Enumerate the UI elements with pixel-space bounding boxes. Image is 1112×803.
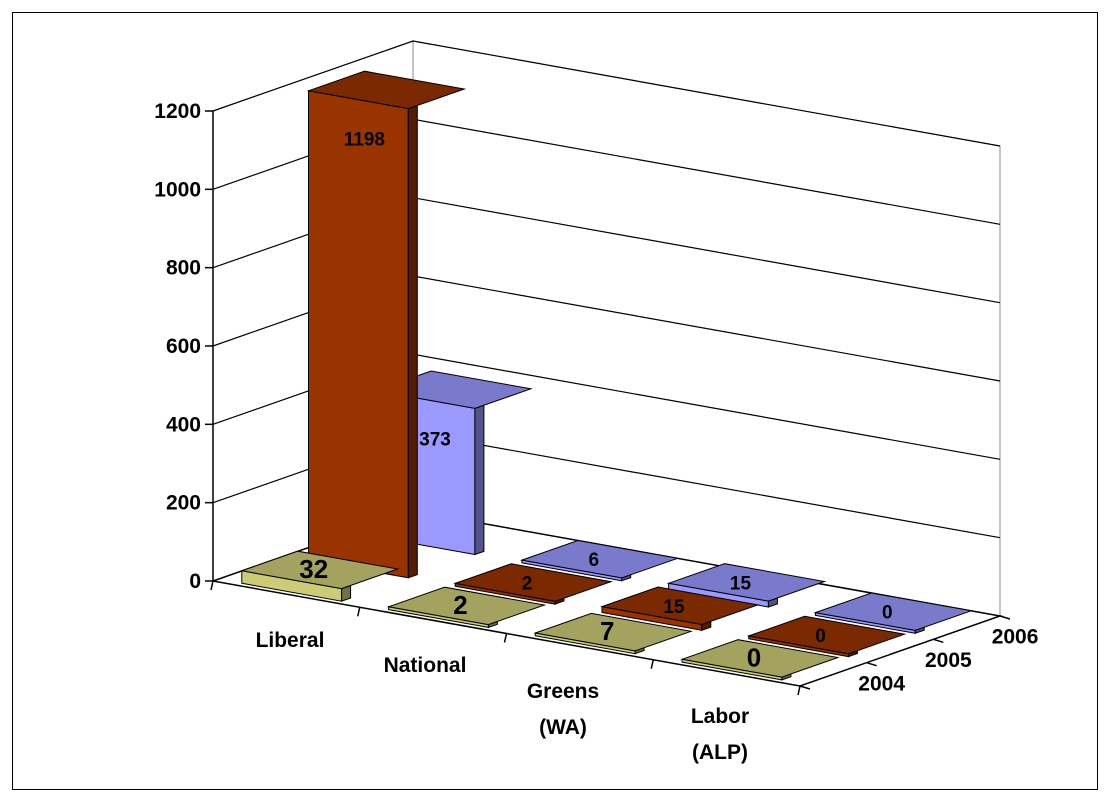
category-label: (ALP) [692,741,748,764]
value-axis-tick-label: 1000 [154,178,201,201]
bar-top-2005-liberal [306,70,467,110]
series-label-2006: 2006 [992,626,1039,649]
data-label-2006-greens-wa: 15 [730,573,752,594]
data-label-2006-labor-alp: 0 [882,603,893,624]
bar-top-2005-labor-alp [746,615,907,655]
data-label-2004-national: 2 [453,590,467,620]
category-axis-tick [357,607,361,617]
bar-top-2004-liberal [239,550,400,590]
bar-side-2006-liberal [474,404,485,556]
bar-top-2005-greens-wa [600,586,760,626]
data-label-2005-labor-alp: 0 [815,626,826,647]
data-label-2004-greens-wa: 7 [600,616,614,646]
category-axis-tick [503,633,508,643]
bar-top-2005-national [453,563,613,602]
series-axis-tick [933,638,944,644]
value-axis-tick-label: 200 [166,492,201,515]
category-label: (WA) [539,716,587,739]
category-axis-tick [210,580,214,591]
gridline [212,40,1001,147]
value-axis-tick-label: 800 [166,257,201,280]
bar-top-2004-labor-alp [680,639,840,678]
category-label: Greens [527,680,599,703]
value-axis-tick-label: 1200 [154,100,201,123]
bar-side-2005-liberal [407,104,418,579]
category-label: National [384,654,467,677]
series-axis-tick [999,615,1011,620]
series-label-2004: 2004 [858,672,905,695]
category-axis-tick [650,659,654,669]
bar-top-2004-greens-wa [533,612,694,652]
series-label-2005: 2005 [925,649,972,672]
series-axis-tick [866,661,877,667]
category-axis-tick [797,685,801,696]
series-axis-tick [799,685,811,690]
data-label-2005-national: 2 [522,574,533,595]
data-label-2005-greens-wa: 15 [663,597,685,618]
bar-top-2004-national [386,586,547,626]
value-axis-tick-label: 600 [166,335,201,358]
data-label-2004-liberal: 32 [299,554,328,584]
data-label-2006-liberal: 373 [419,430,451,451]
value-axis-tick-label: 400 [166,413,201,436]
bar-front-2005-liberal [308,90,409,579]
bar-top-2006-greens-wa [666,563,827,602]
category-label: Labor [691,705,749,728]
data-label-2005-liberal: 1198 [344,130,385,151]
bar-top-2006-labor-alp [813,592,974,631]
data-label-2004-labor-alp: 0 [747,642,761,672]
category-label: Liberal [256,629,325,652]
value-axis-tick-label: 0 [189,570,201,593]
data-label-2006-national: 6 [589,550,600,571]
bar-top-2006-national [519,539,680,579]
